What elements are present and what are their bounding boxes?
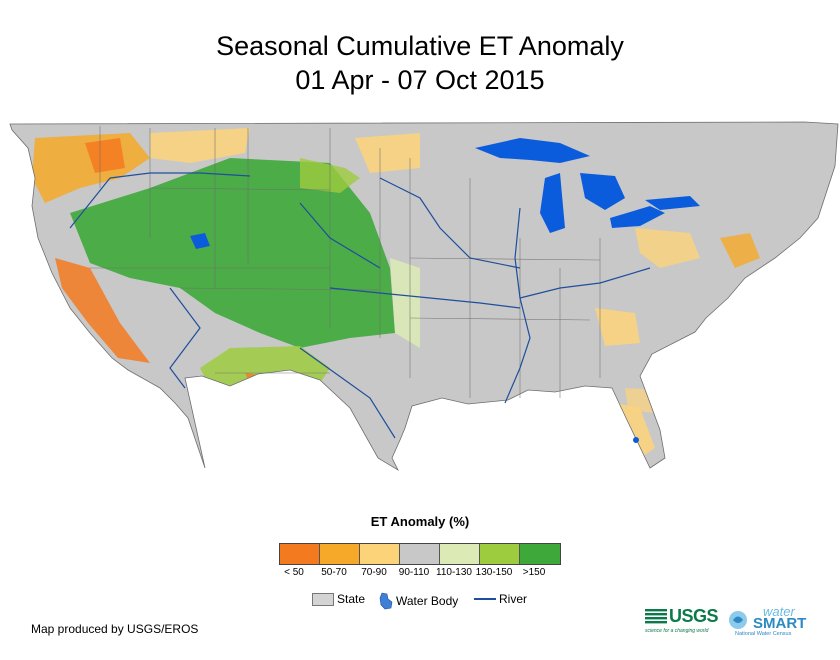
key-river-label: River (499, 592, 528, 606)
map-title: Seasonal Cumulative ET Anomaly (216, 31, 624, 61)
key-state-label: State (337, 592, 366, 606)
legend-label: 90-110 (398, 567, 430, 578)
legend-swatch-130-150 (480, 544, 520, 564)
map-subtitle-date-range: 01 Apr - 07 Oct 2015 (295, 65, 545, 95)
legend-swatch-70-90 (360, 544, 400, 564)
legend-swatch-110-130 (440, 544, 480, 564)
usgs-logo: USGS science for a changing world (645, 605, 721, 635)
watersmart-word1: water (763, 604, 795, 619)
et-anomaly-map (9, 121, 839, 472)
water-body-icon (379, 592, 393, 610)
legend-label: 110-130 (436, 567, 472, 578)
legend-swatch-lt50 (280, 544, 320, 564)
legend-color-ramp (279, 543, 561, 565)
river-line-symbol (474, 598, 496, 600)
legend-label: >150 (522, 567, 546, 578)
usgs-wave-icon (645, 609, 667, 624)
legend-swatch-gt150 (520, 544, 560, 564)
watersmart-word2: SMART (753, 615, 807, 632)
legend-label: 50-70 (321, 567, 347, 578)
legend-class-labels: < 50 50-70 70-90 90-110 110-130 130-150 … (263, 567, 583, 581)
legend-label: < 50 (284, 567, 304, 578)
legend-label: 70-90 (361, 567, 387, 578)
usgs-tagline: science for a changing world (645, 628, 709, 634)
key-state: State (312, 592, 365, 606)
legend-label: 130-150 (475, 567, 513, 578)
key-water-body-label: Water Body (396, 594, 459, 608)
legend-title: ET Anomaly (%) (370, 514, 470, 529)
watersmart-logo: water SMART National Water Census (727, 604, 813, 638)
water-drop-icon (729, 611, 747, 629)
usgs-wordmark: USGS (669, 606, 719, 626)
state-symbol (312, 592, 334, 606)
map-credit: Map produced by USGS/EROS (31, 622, 199, 636)
legend-swatch-90-110 (400, 544, 440, 564)
key-water-body: Water Body (378, 592, 458, 610)
legend-swatch-50-70 (320, 544, 360, 564)
key-river: River (474, 592, 527, 606)
watersmart-tagline: National Water Census (735, 631, 792, 637)
